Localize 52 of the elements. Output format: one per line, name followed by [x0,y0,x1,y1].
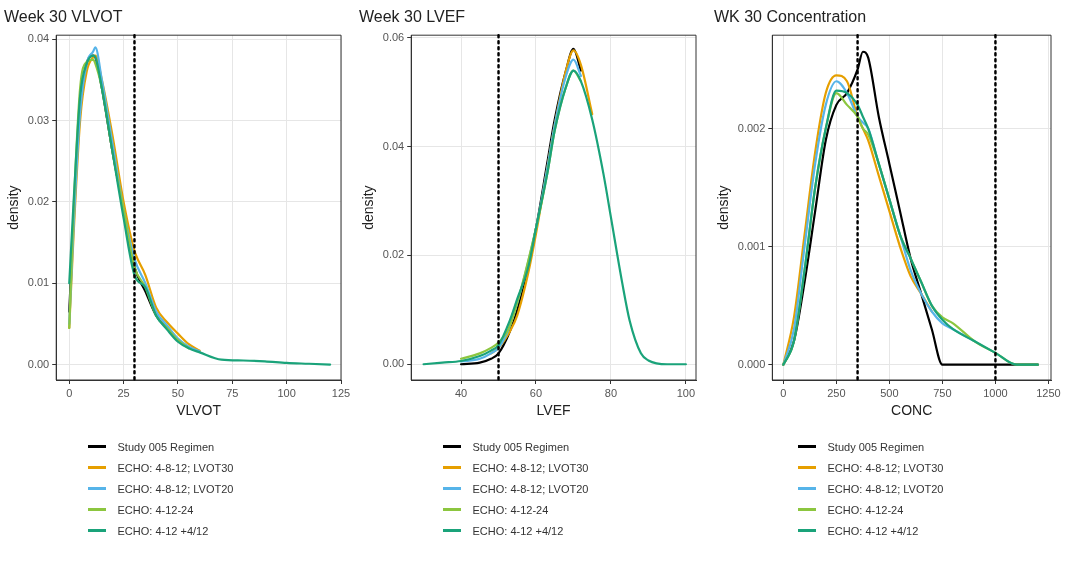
x-axis-title: VLVOT [176,402,222,419]
y-tick-label: 0.02 [382,248,405,261]
x-tick-label: 80 [604,386,618,399]
legend-label: ECHO: 4-12-24 [472,503,549,516]
y-axis-title: density [715,185,732,230]
y-axis-title: density [5,185,22,230]
legend-label: ECHO: 4-12 +4/12 [472,524,564,537]
x-tick-label: 1250 [1036,386,1061,399]
legend-label: ECHO: 4-12-24 [827,503,904,516]
legend-label: ECHO: 4-12-24 [117,503,194,516]
y-tick-label: 0.01 [27,276,50,289]
x-axis-title: CONC [891,402,933,419]
x-tick-label: 500 [880,386,899,399]
y-tick-label: 0.02 [27,194,50,207]
y-tick-label: 0.00 [27,357,50,370]
x-tick-label: 50 [171,386,185,399]
x-tick-label: 100 [676,386,696,399]
x-tick-label: 1000 [983,386,1008,399]
legend-label: Study 005 Regimen [827,440,925,453]
x-tick-label: 125 [331,386,351,399]
chart-title: Week 30 LVEF [359,8,466,26]
legend-label: ECHO: 4-8-12; LVOT20 [117,482,234,495]
x-tick-label: 25 [117,386,130,399]
y-tick-label: 0.03 [27,113,50,126]
legend-label: ECHO: 4-8-12; LVOT20 [472,482,589,495]
y-tick-label: 0.00 [382,357,405,370]
chart-title: WK 30 Concentration [714,8,867,26]
legend-label: ECHO: 4-8-12; LVOT20 [827,482,944,495]
y-tick-label: 0.000 [737,357,766,370]
x-tick-label: 0 [66,386,73,399]
legend-label: Study 005 Regimen [117,440,215,453]
x-tick-label: 0 [780,386,787,399]
legend-label: ECHO: 4-8-12; LVOT30 [827,461,944,474]
x-tick-label: 75 [226,386,239,399]
y-tick-label: 0.04 [27,32,50,45]
legend-label: Study 005 Regimen [472,440,570,453]
x-tick-label: 60 [529,386,543,399]
legend-label: ECHO: 4-12 +4/12 [827,524,919,537]
x-axis-title: LVEF [536,402,571,419]
legend-label: ECHO: 4-12 +4/12 [117,524,209,537]
legend-label: ECHO: 4-8-12; LVOT30 [472,461,589,474]
x-tick-label: 250 [827,386,846,399]
x-tick-label: 40 [454,386,468,399]
x-tick-label: 750 [933,386,952,399]
y-tick-label: 0.001 [737,239,766,252]
y-axis-title: density [360,185,377,230]
legend-label: ECHO: 4-8-12; LVOT30 [117,461,234,474]
y-tick-label: 0.002 [737,121,766,134]
y-tick-label: 0.06 [382,30,405,43]
x-tick-label: 100 [277,386,296,399]
chart-title: Week 30 VLVOT [4,8,123,26]
y-tick-label: 0.04 [382,139,405,152]
